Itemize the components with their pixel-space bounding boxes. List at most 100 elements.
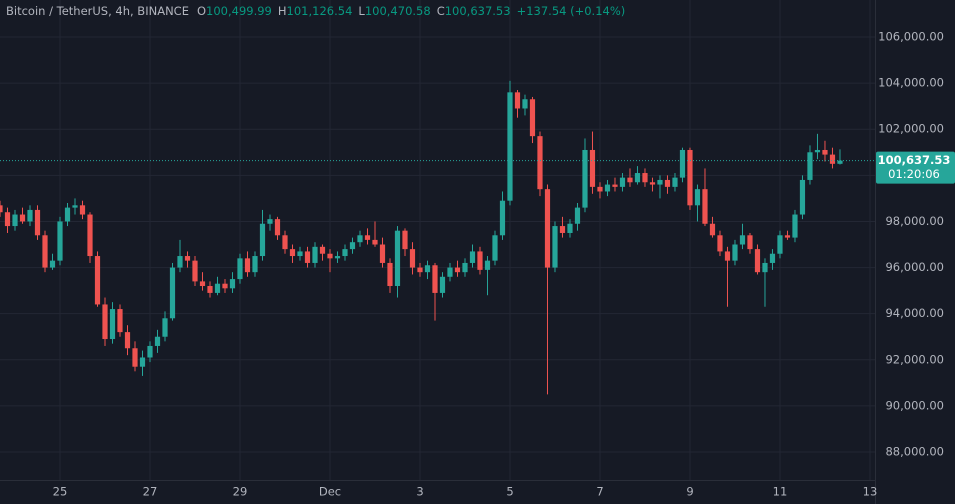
x-tick-label: 13: [863, 485, 878, 499]
candle-body: [814, 149, 821, 153]
candle-body: [732, 244, 738, 261]
candle-body: [672, 177, 678, 187]
candle-body: [762, 262, 768, 273]
candle-body: [432, 265, 438, 293]
candle-body: [199, 281, 206, 287]
ohlc-value: 100,470.58: [364, 4, 431, 18]
candle-body: [289, 249, 296, 257]
candle-body: [147, 345, 153, 358]
candle-body: [259, 223, 266, 257]
candle-body: [312, 246, 318, 263]
candle-body: [634, 173, 641, 183]
candle-body: [439, 276, 446, 293]
y-tick-label: 90,000.00: [885, 398, 944, 412]
candle-body: [214, 283, 221, 293]
candle-body: [207, 286, 213, 293]
candle-body: [709, 223, 716, 236]
candle-body: [34, 209, 41, 236]
candle-body: [747, 235, 753, 250]
candle-body: [507, 92, 513, 201]
countdown: 01:20:06: [888, 167, 940, 181]
candle-body: [387, 262, 393, 287]
candle-body: [597, 186, 603, 192]
candle-body: [717, 235, 723, 252]
ohlc-label: O: [196, 4, 207, 18]
candle-body: [777, 235, 783, 254]
candle-body: [327, 253, 333, 259]
candle-body: [544, 189, 551, 268]
candle-body: [364, 235, 371, 240]
candle-body: [477, 251, 483, 270]
candle-body: [807, 152, 813, 180]
candle-body: [139, 357, 146, 367]
candle-body: [132, 348, 138, 367]
candle-body: [424, 265, 431, 273]
candle-body: [642, 173, 648, 183]
candle-body: [372, 239, 378, 245]
x-tick-label: 25: [53, 485, 68, 499]
candle-body: [19, 214, 26, 222]
candle-body: [499, 200, 506, 236]
x-tick-label: Dec: [319, 485, 341, 499]
candle-body: [664, 179, 671, 187]
ohlc-value: 100,499.99: [206, 4, 272, 18]
candle-body: [124, 332, 131, 349]
candle-body: [559, 226, 566, 233]
candle-body: [619, 177, 626, 187]
plot-area: [0, 80, 875, 395]
candle-body: [274, 219, 281, 236]
last-price-label: 100,637.53: [878, 153, 951, 167]
candle-body: [687, 149, 693, 206]
candle-body: [102, 304, 108, 340]
ohlc-label: H: [277, 4, 287, 18]
candle-body: [739, 235, 746, 245]
candle-body: [567, 223, 573, 233]
candle-body: [409, 249, 416, 268]
candle-body: [627, 177, 633, 183]
candle-body: [799, 179, 806, 215]
candle-body: [169, 267, 176, 319]
candle-body: [837, 160, 843, 164]
candle-body: [184, 256, 191, 261]
candle-body: [237, 258, 243, 280]
candle-body: [12, 214, 18, 227]
ohlc-value: 101,126.54: [286, 4, 353, 18]
ohlc-value: 100,637.53: [444, 4, 511, 18]
candle-body: [42, 235, 48, 268]
candle-body: [694, 189, 701, 206]
candle-body: [552, 226, 558, 268]
candle-body: [769, 253, 776, 263]
candle-body: [604, 184, 611, 192]
candle-body: [229, 279, 236, 289]
change: +137.54 (+0.14%): [516, 4, 626, 18]
candle-body: [177, 256, 183, 268]
candle-body: [379, 244, 386, 263]
candle-body: [244, 258, 251, 273]
candle-body: [319, 246, 326, 254]
candle-body: [57, 221, 63, 261]
candle-body: [522, 99, 528, 109]
candle-body: [192, 260, 198, 282]
candle-body: [724, 251, 731, 261]
candle-body: [49, 260, 56, 268]
ohlc-label: L: [358, 4, 365, 18]
candle-body: [72, 205, 78, 208]
candle-body: [649, 182, 656, 185]
candle-body: [349, 242, 356, 250]
symbol: Bitcoin / TetherUS, 4h, BINANCE: [6, 4, 189, 18]
candle-body: [267, 219, 273, 224]
candle-body: [87, 214, 93, 257]
candle-body: [702, 189, 708, 224]
candle-body: [784, 235, 791, 238]
x-tick-label: 7: [596, 485, 603, 499]
candle-body: [357, 235, 363, 243]
candle-body: [679, 149, 686, 178]
y-tick-label: 88,000.00: [885, 445, 944, 459]
candle-body: [117, 309, 123, 333]
legend-header: Bitcoin / TetherUS, 4h, BINANCE O100,499.…: [6, 4, 631, 18]
candle-body: [484, 260, 491, 270]
candle-body: [154, 336, 161, 346]
